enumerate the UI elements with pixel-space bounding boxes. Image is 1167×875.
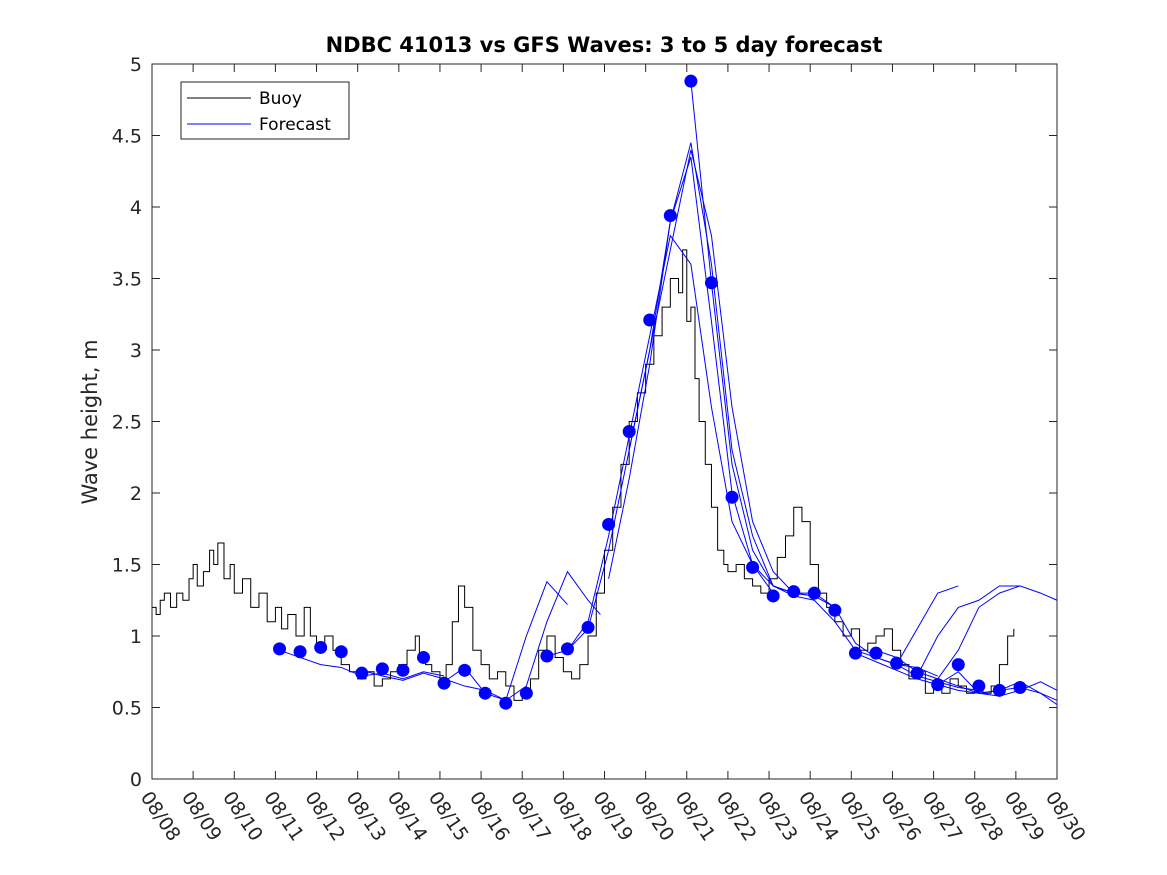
forecast-point [910, 666, 924, 680]
legend-entry: Buoy [259, 89, 302, 109]
plot-area [151, 63, 1058, 780]
x-tick-label: 08/11 [259, 787, 308, 845]
chart-title: NDBC 41013 vs GFS Waves: 3 to 5 day fore… [326, 33, 883, 57]
y-tick-label: 3.5 [112, 269, 142, 291]
forecast-point [684, 74, 698, 88]
forecast-point [478, 686, 492, 700]
y-tick-label: 1 [130, 626, 142, 648]
y-tick-label: 4.5 [112, 126, 142, 148]
forecast-point [602, 517, 616, 531]
forecast-point [663, 209, 677, 223]
forecast-point [869, 646, 883, 660]
legend-entry: Forecast [259, 115, 331, 135]
forecast-point [622, 425, 636, 439]
x-tick-label: 08/18 [547, 787, 596, 845]
buoy-series-line [152, 249, 1015, 701]
x-tick-label: 08/08 [136, 787, 185, 845]
forecast-point [417, 650, 430, 664]
forecast-point [951, 658, 965, 672]
forecast-series-line [916, 585, 1020, 677]
forecast-point [787, 585, 801, 599]
forecast-point [766, 589, 780, 603]
y-tick-label: 0 [130, 769, 142, 791]
y-tick-label: 5 [130, 54, 142, 76]
x-tick-label: 08/28 [959, 787, 1008, 845]
forecast-point [931, 678, 945, 692]
x-tick-label: 08/15 [424, 787, 473, 845]
y-tick-label: 3 [130, 340, 142, 362]
forecast-point [746, 560, 760, 574]
y-tick-label: 0.5 [112, 698, 142, 720]
y-axis-label: Wave height, m [78, 339, 102, 504]
forecast-point [828, 603, 842, 617]
forecast-point [396, 663, 410, 677]
y-tick-label: 2 [130, 483, 142, 505]
x-tick-label: 08/16 [465, 787, 514, 845]
x-tick-label: 08/17 [506, 787, 555, 845]
x-tick-label: 08/29 [1000, 787, 1049, 845]
y-tick-label: 2.5 [112, 412, 142, 434]
x-tick-label: 08/09 [177, 787, 226, 845]
forecast-point [273, 642, 287, 656]
forecast-point [1013, 680, 1027, 694]
y-axis: 0 0.5 1 1.5 2 2.5 3 3.5 4 4.5 5 [112, 54, 1057, 791]
forecast-point [293, 645, 307, 659]
forecast-point [725, 490, 739, 504]
x-tick-label: 08/13 [342, 787, 391, 845]
forecast-point [581, 620, 595, 634]
forecast-series-line [628, 149, 836, 608]
y-tick-label: 4 [130, 197, 142, 219]
forecast-point [540, 649, 554, 663]
legend: Buoy Forecast [180, 81, 350, 140]
x-tick-label: 08/20 [629, 787, 678, 845]
forecast-series-line [937, 585, 1058, 680]
forecast-point [519, 686, 533, 700]
forecast-point [334, 645, 348, 659]
plot-frame [151, 63, 1058, 780]
forecast-point [890, 656, 904, 670]
x-tick-label: 08/19 [588, 787, 637, 845]
x-tick-label: 08/23 [753, 787, 802, 845]
x-tick-label: 08/10 [218, 787, 267, 845]
forecast-point [643, 313, 657, 327]
x-tick-label: 08/27 [917, 787, 966, 845]
forecast-series-line [896, 585, 959, 665]
x-tick-label: 08/21 [671, 787, 720, 845]
y-tick-label: 1.5 [112, 555, 142, 577]
x-tick-label: 08/22 [712, 787, 761, 845]
x-tick-label: 08/30 [1041, 787, 1090, 845]
forecast-series-line [361, 669, 486, 691]
x-tick-label: 08/25 [835, 787, 884, 845]
x-tick-label: 08/12 [300, 787, 349, 845]
forecast-point [807, 586, 821, 600]
x-tick-label: 08/24 [794, 787, 843, 845]
x-tick-label: 08/26 [876, 787, 925, 845]
forecast-point [458, 663, 472, 677]
forecast-series-line [855, 652, 1058, 701]
forecast-point [972, 679, 986, 693]
legend-box [180, 81, 350, 140]
x-tick-label: 08/14 [383, 787, 432, 845]
forecast-point [499, 696, 513, 710]
forecast-point [848, 646, 862, 660]
forecast-point [314, 640, 328, 654]
forecast-point [704, 276, 718, 290]
forecast-series-line [875, 649, 1058, 697]
forecast-point [375, 662, 389, 676]
forecast-point [560, 642, 574, 656]
forecast-point [992, 683, 1006, 697]
forecast-point [355, 666, 369, 680]
forecast-point [437, 676, 451, 690]
